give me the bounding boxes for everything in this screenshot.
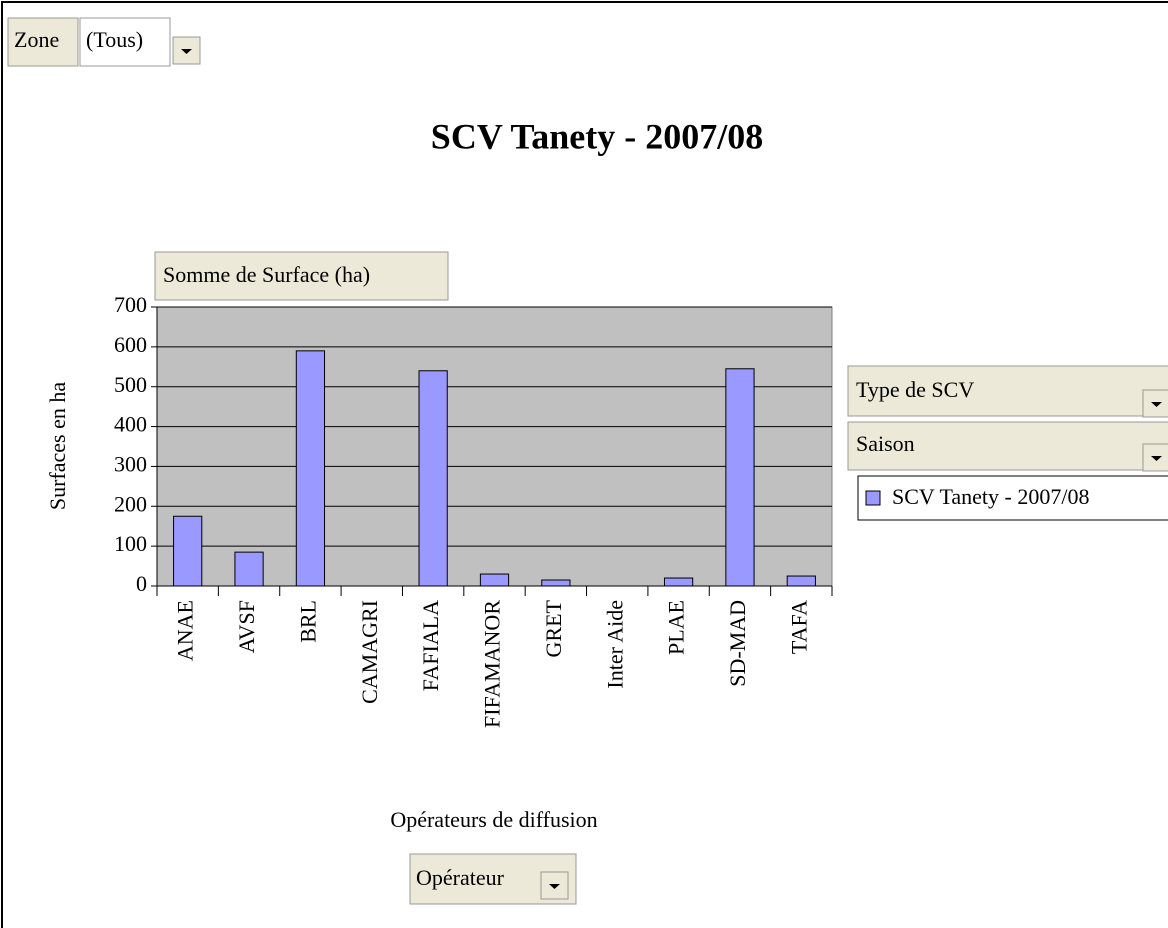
bar <box>234 551 264 587</box>
x-tick-label: Inter Aide <box>602 600 627 689</box>
bar <box>173 515 203 587</box>
bar <box>418 370 448 587</box>
series-field[interactable]: Saison <box>856 431 915 456</box>
legend <box>857 475 1168 521</box>
dropdown[interactable] <box>540 871 569 900</box>
x-tick-label: ANAE <box>173 600 198 661</box>
bar <box>479 573 510 587</box>
plot-area <box>156 306 833 587</box>
data-field-button[interactable] <box>154 251 449 301</box>
x-tick-label: SD-MAD <box>725 600 750 687</box>
x-tick-label: FAFIALA <box>418 600 443 691</box>
legend-swatch <box>865 490 881 506</box>
bar <box>786 575 816 587</box>
y-tick-label: 700 <box>114 292 147 317</box>
bar <box>295 350 326 587</box>
y-tick-label: 600 <box>114 332 147 357</box>
dropdown[interactable] <box>172 36 201 65</box>
dropdown[interactable] <box>1142 389 1168 418</box>
chart-title: SCV Tanety - 2007/08 <box>431 116 763 156</box>
y-axis-label: Surfaces en ha <box>45 382 70 511</box>
x-tick-label: TAFA <box>786 600 811 654</box>
data-field[interactable]: Somme de Surface (ha) <box>163 262 370 287</box>
y-tick-label: 0 <box>136 571 147 596</box>
bar <box>541 579 571 587</box>
bar <box>663 577 694 587</box>
x-tick-label: BRL <box>295 600 320 643</box>
dropdown[interactable] <box>1142 443 1168 472</box>
x-axis-label: Opérateurs de diffusion <box>390 807 597 832</box>
series-field-button[interactable] <box>847 365 1168 417</box>
y-tick-label: 400 <box>114 412 147 437</box>
x-tick-label: CAMAGRI <box>357 600 382 704</box>
x-tick-label: PLAE <box>664 600 689 655</box>
y-tick-label: 200 <box>114 491 147 516</box>
page-field-button[interactable] <box>7 17 79 67</box>
y-tick-label: 100 <box>114 531 147 556</box>
series-field[interactable]: Type de SCV <box>856 377 974 402</box>
y-tick-label: 500 <box>114 372 147 397</box>
page-value[interactable]: (Tous) <box>86 27 143 52</box>
page-value-box[interactable] <box>79 17 171 67</box>
legend-label: SCV Tanety - 2007/08 <box>892 484 1089 509</box>
page-field[interactable]: Zone <box>14 27 59 52</box>
bar <box>725 368 755 587</box>
category-field[interactable]: Opérateur <box>416 865 505 890</box>
x-tick-label: GRET <box>541 599 566 657</box>
x-tick-label: AVSF <box>234 600 259 653</box>
series-field-button[interactable] <box>847 421 1168 471</box>
y-tick-label: 300 <box>114 451 147 476</box>
x-tick-label: FIFAMANOR <box>480 600 505 728</box>
